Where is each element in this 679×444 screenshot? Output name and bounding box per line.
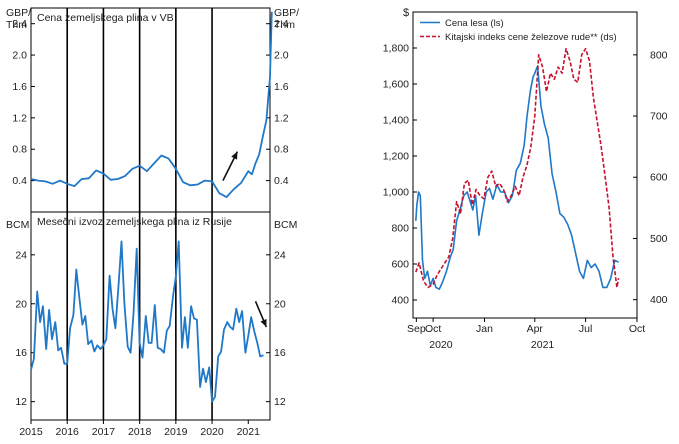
series-line bbox=[30, 11, 273, 199]
y-tick-label-right: 1.6 bbox=[274, 81, 289, 93]
plot-frame bbox=[412, 11, 638, 319]
y-left-tick-label: 1,000 bbox=[383, 187, 409, 199]
y-left-tick-label: 400 bbox=[391, 295, 409, 307]
x-year-label: 2020 bbox=[429, 339, 453, 351]
legend-label: Kitajski indeks cene železove rude** (ds… bbox=[445, 32, 617, 43]
lumber-price-line bbox=[415, 65, 619, 291]
series-line bbox=[30, 240, 264, 403]
y-tick-label-right: 16 bbox=[274, 347, 286, 359]
y-right-tick-label: 500 bbox=[650, 233, 668, 245]
x-tick-label: 2018 bbox=[128, 426, 152, 438]
x-tick-label: 2016 bbox=[56, 426, 80, 438]
trend-arrow-head bbox=[231, 151, 238, 160]
x-tick-label: Apr bbox=[527, 323, 544, 335]
uk-gas-price-chart: 0.4 0.4 0.8 0.8 1.2 1.2 1.6 1.6 2.0 2.0 2.4 2.4 Cena… bbox=[6, 7, 299, 213]
y-tick-label-left: 1.2 bbox=[12, 112, 27, 124]
x-tick-label: Jul bbox=[579, 323, 592, 335]
x-tick-label: Jan bbox=[476, 323, 493, 335]
y-left-tick-label: 1,400 bbox=[383, 115, 409, 127]
x-tick-label: 2017 bbox=[92, 426, 116, 438]
y-tick-label-right: 1.2 bbox=[274, 112, 289, 124]
lumber-iron-ore-chart: $400 600 800 1,000 1,200 1,400 1,600 1,800 400 50… bbox=[383, 7, 668, 351]
x-tick-label: Sep bbox=[407, 323, 426, 335]
legend-label: Cena lesa (ls) bbox=[445, 18, 504, 29]
y-tick-label-right: 24 bbox=[274, 249, 286, 261]
chart-title: Cena zemeljskega plina v VB bbox=[37, 12, 174, 24]
unit-label: BCM bbox=[6, 219, 29, 231]
y-tick-label-right: 0.4 bbox=[274, 175, 289, 187]
iron-ore-index-line bbox=[415, 47, 620, 289]
y-left-tick-label: 800 bbox=[391, 223, 409, 235]
unit-label: $ bbox=[403, 7, 409, 19]
y-left-tick-label: 1,600 bbox=[383, 79, 409, 91]
y-tick-label-left: 1.6 bbox=[12, 81, 27, 93]
y-left-tick-label: 1,200 bbox=[383, 151, 409, 163]
x-tick-label: Oct bbox=[629, 323, 645, 335]
y-right-tick-label: 700 bbox=[650, 111, 668, 123]
y-tick-label-left: 2.0 bbox=[12, 50, 27, 62]
y-tick-label-right: 12 bbox=[274, 396, 286, 408]
unit-label: GBP/Thm bbox=[274, 7, 299, 31]
x-tick-label: 2021 bbox=[237, 426, 261, 438]
x-year-label: 2021 bbox=[531, 339, 555, 351]
x-tick-label: 2015 bbox=[19, 426, 43, 438]
y-tick-label-left: 2.4 bbox=[12, 18, 27, 30]
y-tick-label-left: 0.4 bbox=[12, 175, 27, 187]
y-left-tick-label: 1,800 bbox=[383, 43, 409, 55]
x-tick-label: Oct bbox=[425, 323, 441, 335]
x-tick-label: 2019 bbox=[164, 426, 188, 438]
y-tick-label-left: 16 bbox=[15, 347, 27, 359]
y-tick-label-left: 20 bbox=[15, 298, 27, 310]
y-right-tick-label: 800 bbox=[650, 49, 668, 61]
y-right-tick-label: 600 bbox=[650, 172, 668, 184]
y-tick-label-left: 0.8 bbox=[12, 144, 27, 156]
y-tick-label-right: 0.8 bbox=[274, 144, 289, 156]
plot-frame bbox=[30, 211, 271, 421]
y-tick-label-left: 12 bbox=[15, 396, 27, 408]
unit-label: GBP/Thm bbox=[6, 7, 31, 31]
y-tick-label-right: 2.4 bbox=[274, 18, 289, 30]
x-tick-label: 2020 bbox=[200, 426, 224, 438]
unit-label: BCM bbox=[274, 219, 297, 231]
trend-arrow-head bbox=[260, 319, 267, 328]
y-left-tick-label: 600 bbox=[391, 259, 409, 271]
y-right-tick-label: 400 bbox=[650, 294, 668, 306]
y-tick-label-left: 24 bbox=[15, 249, 27, 261]
y-tick-label-right: 20 bbox=[274, 298, 286, 310]
y-tick-label-right: 2.0 bbox=[274, 50, 289, 62]
chart-title: Mesečni izvoz zemeljskega plina iz Rusij… bbox=[37, 216, 232, 228]
